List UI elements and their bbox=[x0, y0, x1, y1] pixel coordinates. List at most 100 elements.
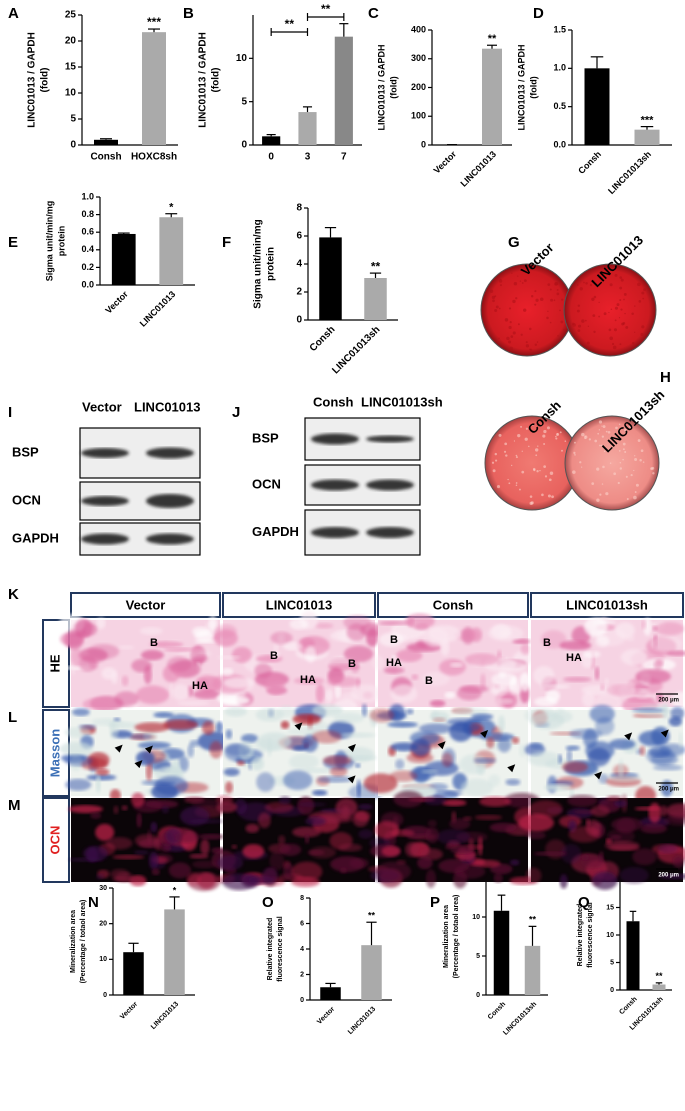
tissue-texture bbox=[358, 803, 373, 810]
blot-band bbox=[146, 533, 194, 545]
dish-speckle bbox=[546, 426, 550, 430]
dish-speckle bbox=[639, 459, 642, 462]
dish-speckle bbox=[634, 491, 637, 494]
tissue-texture bbox=[217, 655, 241, 660]
x-tick-label: LINC01013sh bbox=[502, 1001, 538, 1037]
dish-speckle bbox=[559, 431, 562, 434]
dish-speckle bbox=[579, 287, 583, 291]
dish-speckle bbox=[498, 433, 502, 437]
bar bbox=[364, 278, 387, 320]
tissue-texture bbox=[136, 812, 142, 828]
arrowhead bbox=[507, 764, 516, 773]
arrowhead bbox=[347, 744, 356, 753]
dish-speckle bbox=[517, 323, 520, 326]
panel-letter: N bbox=[88, 894, 99, 911]
arrowhead bbox=[294, 722, 303, 731]
tissue-texture bbox=[499, 660, 527, 673]
tissue-texture bbox=[615, 622, 635, 639]
tissue-texture bbox=[90, 812, 102, 819]
bar bbox=[652, 984, 666, 990]
y-axis-label: Sigma unit/min/mg bbox=[44, 201, 54, 282]
tissue-texture bbox=[441, 752, 453, 767]
tissue-texture bbox=[562, 676, 592, 683]
x-tick-label: LINC01013sh bbox=[606, 149, 653, 196]
tissue-texture bbox=[533, 851, 568, 856]
y-tick-label: 6 bbox=[300, 920, 304, 927]
dish-speckle bbox=[622, 322, 626, 325]
dish-speckle bbox=[584, 437, 586, 440]
dish-speckle bbox=[601, 483, 604, 485]
arrowhead bbox=[594, 771, 603, 780]
tissue-texture bbox=[604, 678, 610, 686]
image-label: B bbox=[543, 637, 551, 649]
dish-speckle bbox=[593, 295, 597, 299]
tissue-texture bbox=[671, 691, 685, 709]
tissue-texture bbox=[115, 872, 134, 883]
tissue-texture bbox=[278, 705, 295, 718]
tissue-texture bbox=[486, 736, 495, 749]
tissue-texture bbox=[418, 723, 454, 734]
tissue-texture bbox=[594, 666, 600, 681]
dish-speckle bbox=[520, 333, 523, 336]
dish-speckle bbox=[619, 299, 622, 302]
dish-speckle bbox=[588, 438, 591, 441]
y-tick-label: 0 bbox=[70, 140, 76, 151]
x-tick-label: Consh bbox=[618, 996, 638, 1016]
tissue-texture bbox=[473, 757, 497, 764]
y-tick-label: 0 bbox=[610, 987, 614, 994]
tissue-texture bbox=[317, 776, 353, 783]
tissue-texture bbox=[322, 755, 352, 766]
dish-speckle bbox=[556, 288, 559, 291]
panel-letter: A bbox=[8, 5, 19, 22]
panel-letter: M bbox=[8, 797, 21, 814]
tissue-texture bbox=[589, 704, 615, 724]
dish-speckle bbox=[576, 284, 579, 286]
tissue-texture bbox=[449, 722, 473, 742]
y-tick-label: 100 bbox=[411, 111, 426, 121]
dish-speckle bbox=[623, 298, 625, 301]
y-axis-label: fluorescence signal bbox=[587, 902, 594, 967]
bar bbox=[334, 36, 353, 145]
tissue-texture bbox=[670, 706, 685, 720]
tissue-texture bbox=[199, 833, 225, 840]
tissue-texture bbox=[438, 858, 469, 873]
dish-speckle bbox=[576, 309, 580, 313]
y-axis-label: Relative integrated bbox=[267, 918, 274, 981]
tissue-texture bbox=[330, 856, 365, 873]
x-tick-label: Consh bbox=[576, 149, 603, 176]
y-axis-label: protein bbox=[56, 226, 66, 257]
dish-speckle bbox=[536, 341, 539, 343]
y-axis-label: LINC01013 / GAPDH bbox=[27, 32, 38, 128]
tissue-texture bbox=[192, 647, 201, 655]
dish-speckle bbox=[513, 282, 518, 286]
tissue-texture bbox=[666, 650, 685, 657]
panel-letter: Q bbox=[578, 894, 590, 911]
tissue-texture bbox=[200, 838, 210, 856]
panel-letter: G bbox=[508, 234, 520, 251]
dish-speckle bbox=[619, 462, 622, 464]
dish-speckle bbox=[581, 319, 585, 323]
panel-letter: P bbox=[430, 894, 440, 911]
tissue-texture bbox=[525, 867, 542, 884]
dish-speckle bbox=[605, 492, 609, 496]
tissue-texture bbox=[604, 840, 640, 851]
dish-speckle bbox=[506, 336, 510, 341]
dish-speckle bbox=[520, 425, 523, 428]
y-tick-label: 6 bbox=[296, 231, 302, 242]
tissue-texture bbox=[479, 796, 512, 807]
dish-speckle bbox=[609, 283, 613, 287]
tissue-texture bbox=[640, 823, 668, 834]
tissue-texture bbox=[345, 755, 377, 761]
image-label: B bbox=[390, 634, 398, 646]
tissue-texture bbox=[224, 743, 251, 756]
y-tick-label: 4 bbox=[296, 259, 302, 270]
panel-letter: I bbox=[8, 404, 12, 421]
dish-speckle bbox=[625, 475, 628, 478]
tissue-texture bbox=[187, 744, 195, 758]
tissue-texture bbox=[540, 684, 571, 689]
column-header: LINC01013sh bbox=[566, 597, 648, 612]
dish-speckle bbox=[634, 331, 636, 333]
tissue-texture bbox=[406, 752, 434, 764]
y-tick-label: 0.4 bbox=[81, 244, 94, 254]
tissue-texture bbox=[86, 774, 117, 781]
